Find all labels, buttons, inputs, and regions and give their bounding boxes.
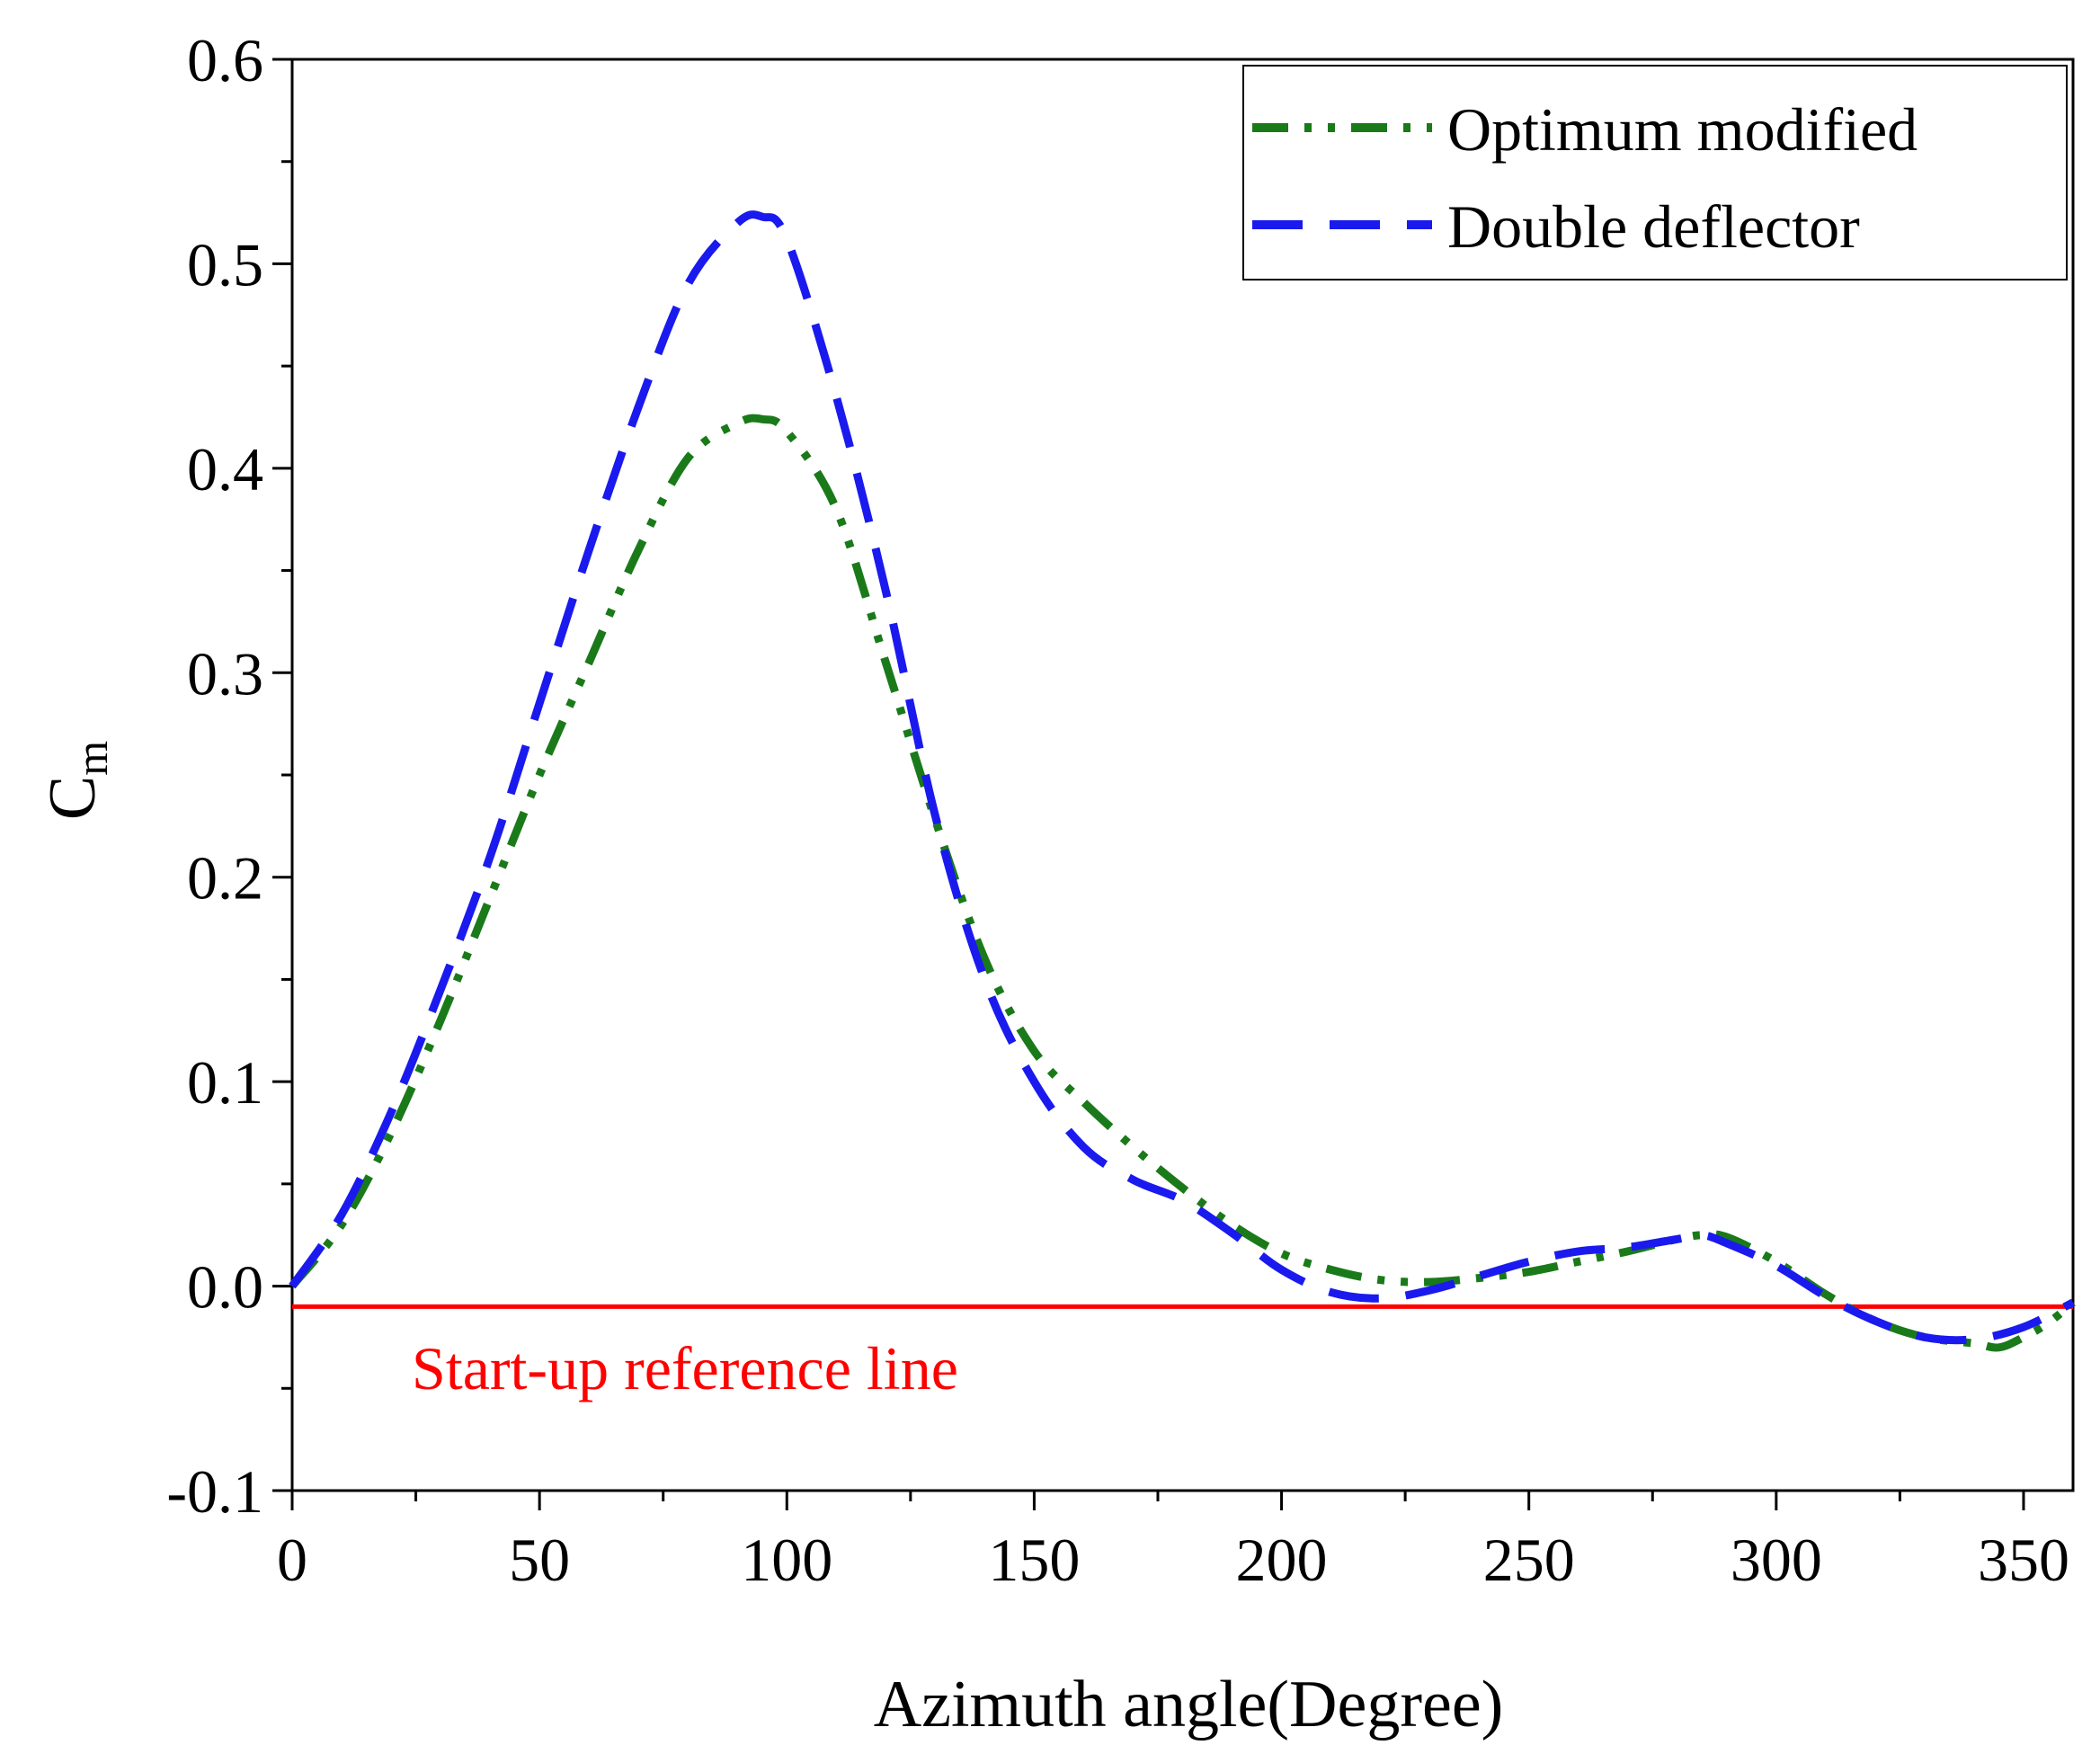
y-tick-label: -0.1: [166, 1457, 263, 1526]
x-tick-label: 200: [1236, 1526, 1328, 1594]
series-line-optimum-modified: [289, 414, 2076, 1352]
x-tick-label: 150: [988, 1526, 1080, 1594]
y-tick-label: 0.4: [187, 435, 263, 503]
series-group: [289, 210, 2076, 1352]
y-tick-label: 0.5: [187, 230, 263, 298]
y-tick-label: 0.0: [187, 1253, 263, 1322]
y-axis-ticks: -0.1 0.0 0.1 0.2 0.3 0.4 0.5 0.6: [166, 26, 292, 1526]
legend: Optimum modified Double deflector: [1242, 65, 2068, 280]
y-axis-title: Cm: [36, 741, 117, 820]
y-axis-title-subscript: m: [67, 741, 117, 776]
y-tick-label: 0.1: [187, 1048, 263, 1117]
x-tick-label: 0: [277, 1526, 307, 1594]
legend-label-optimum-modified: Optimum modified: [1447, 95, 1918, 164]
legend-label-double-deflector: Double deflector: [1447, 192, 1860, 261]
y-tick-label: 0.3: [187, 639, 263, 708]
y-axis-title-main: C: [36, 776, 110, 820]
y-tick-label: 0.2: [187, 844, 263, 913]
x-tick-label: 250: [1483, 1526, 1575, 1594]
x-tick-label: 300: [1731, 1526, 1822, 1594]
x-tick-label: 50: [509, 1526, 570, 1594]
x-axis-ticks: 0 50 100 150 200 250 300 350: [277, 1491, 2069, 1594]
y-tick-label: 0.6: [187, 26, 263, 94]
x-axis-title: Azimuth angle(Degree): [874, 1668, 1504, 1741]
legend-box: [1242, 65, 2068, 280]
x-tick-label: 100: [741, 1526, 832, 1594]
x-tick-label: 350: [1978, 1526, 2069, 1594]
reference-line-label: Start-up reference line: [412, 1334, 958, 1402]
series-line-double-deflector: [289, 210, 2076, 1345]
